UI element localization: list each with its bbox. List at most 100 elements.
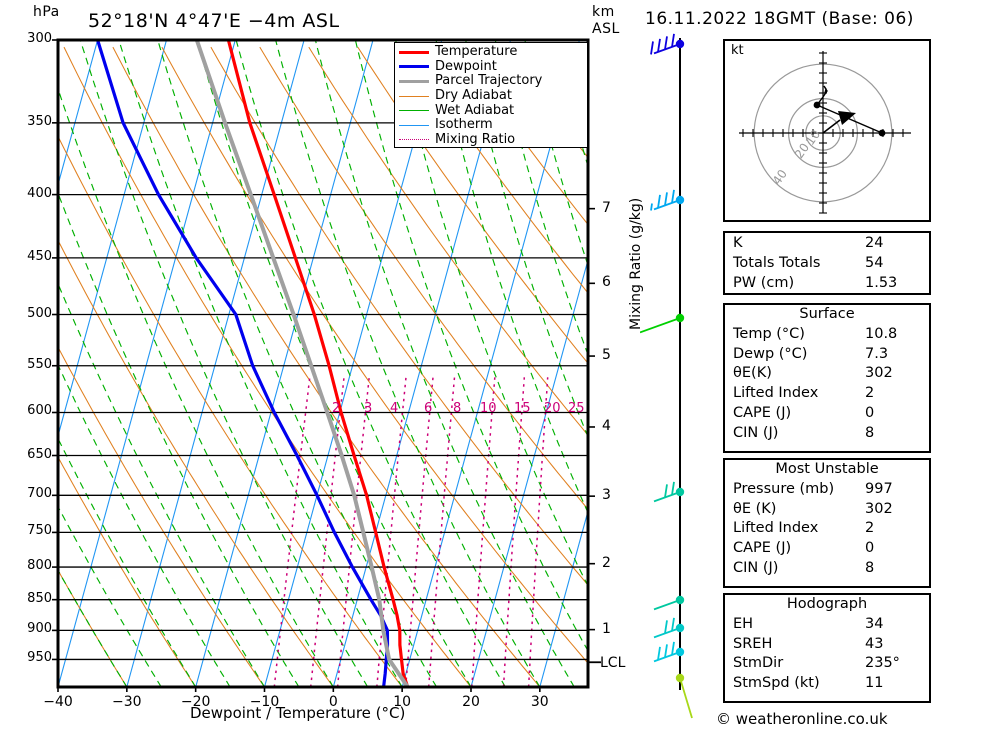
legend-label: Isotherm [435, 117, 493, 133]
hodograph-stat-row: EH 34 [725, 615, 929, 635]
hodograph-stats-title: Hodograph [786, 596, 868, 612]
surface-row: Temp (°C) 10.8 [725, 325, 929, 345]
legend-label: Wet Adiabat [435, 102, 515, 118]
pressure-tick: 550 [27, 356, 52, 372]
hodograph-stat-value: 34 [865, 615, 884, 632]
surface-value: 10.8 [865, 325, 898, 342]
index-value: 24 [865, 235, 884, 251]
pressure-tick: 400 [27, 185, 52, 201]
index-row: K 24 [725, 234, 929, 254]
legend-swatch [399, 50, 429, 54]
index-row: PW (cm) 1.53 [725, 274, 929, 294]
temperature-tick: −40 [43, 694, 73, 710]
hodograph-stat-key: SREH [733, 635, 773, 652]
hodograph-stat-row: StmSpd (kt) 11 [725, 674, 929, 694]
legend-swatch [399, 124, 429, 126]
svg-text:40: 40 [770, 167, 790, 188]
surface-panel-title: Surface [799, 306, 855, 322]
surface-key: CAPE (J) [733, 404, 792, 421]
temperature-tick: 0 [328, 694, 338, 710]
legend-swatch [399, 65, 429, 69]
legend-item-wet-adiabat: Wet Adiabat [395, 103, 587, 118]
hodograph-stat-key: EH [733, 615, 754, 632]
left-axis-unit: hPa [33, 4, 60, 20]
surface-row: Lifted Index 2 [725, 384, 929, 404]
most-unstable-row: CAPE (J) 0 [725, 539, 929, 559]
legend-item-mixing-ratio: Mixing Ratio [395, 131, 587, 148]
copyright-label: © weatheronline.co.uk [716, 710, 888, 728]
most-unstable-panel-title: Most Unstable [775, 461, 879, 477]
pressure-tick: 900 [27, 621, 52, 637]
datetime-label: 16.11.2022 18GMT (Base: 06) [645, 9, 914, 29]
altitude-tick: 1 [602, 620, 611, 637]
mixing-ratio-label: 3 [364, 401, 373, 416]
most-unstable-row: Pressure (mb) 997 [725, 480, 929, 500]
pressure-tick: 300 [27, 31, 52, 46]
pressure-tick: 750 [27, 523, 52, 539]
legend-item-isotherm: Isotherm [395, 118, 587, 133]
temperature-tick: −20 [180, 694, 211, 710]
most-unstable-value: 302 [865, 500, 893, 517]
legend-label: Mixing Ratio [435, 131, 516, 147]
mixing-ratio-label: 20 [544, 401, 561, 416]
surface-key: θE(K) [733, 365, 772, 382]
legend-item-parcel-trajectory: Parcel Trajectory [395, 74, 587, 89]
mixing-ratio-label: 15 [514, 401, 531, 416]
hodograph-stat-key: StmDir [733, 655, 784, 672]
legend-label: Dry Adiabat [435, 88, 512, 104]
x-axis-label: Dewpoint / Temperature (°C) [190, 704, 406, 722]
altitude-tick: 2 [602, 554, 611, 571]
indices-panel: K 24 Totals Totals 54 PW (cm) 1.53 [723, 231, 931, 295]
legend-label: Parcel Trajectory [435, 73, 543, 89]
hodograph-stat-key: StmSpd (kt) [733, 675, 820, 692]
legend-item-temperature: Temperature [395, 45, 587, 60]
most-unstable-value: 997 [865, 480, 893, 497]
most-unstable-value: 0 [865, 540, 875, 557]
most-unstable-key: Lifted Index [733, 520, 819, 537]
altitude-tick: 4 [602, 417, 611, 434]
surface-key: CIN (J) [733, 424, 779, 441]
surface-row: Dewp (°C) 7.3 [725, 345, 929, 365]
pressure-tick: 600 [27, 403, 52, 419]
most-unstable-key: CAPE (J) [733, 540, 792, 557]
surface-value: 2 [865, 385, 875, 402]
mixing-ratio-label: 10 [480, 401, 497, 416]
temperature-tick: 10 [393, 694, 412, 710]
legend-swatch [399, 139, 429, 141]
pressure-tick: 950 [27, 650, 52, 666]
mixing-ratio-label: 2 [332, 401, 341, 416]
hodograph-stat-row: StmDir 235° [725, 654, 929, 674]
legend-swatch [399, 110, 429, 112]
index-value: 54 [865, 254, 884, 271]
hodograph-stat-row: SREH 43 [725, 635, 929, 655]
hodograph-unit-label: kt [731, 43, 744, 58]
mixing-ratio-label: 4 [390, 401, 399, 416]
legend-label: Dewpoint [435, 58, 497, 74]
most-unstable-value: 2 [865, 520, 875, 537]
surface-panel: Surface Temp (°C) 10.8 Dewp (°C) 7.3 θE(K) 30… [723, 303, 931, 453]
pressure-tick: 350 [27, 113, 52, 129]
altitude-tick: 6 [602, 274, 611, 291]
page-title: 52°18'N 4°47'E −4m ASL [88, 10, 340, 32]
most-unstable-row: Lifted Index 2 [725, 519, 929, 539]
index-row: Totals Totals 54 [725, 254, 929, 274]
most-unstable-key: Pressure (mb) [733, 480, 835, 497]
index-key: K [733, 235, 743, 251]
altitude-tick: 5 [602, 347, 611, 364]
mixing-ratio-label: 6 [424, 401, 433, 416]
temperature-tick: −30 [112, 694, 142, 710]
surface-key: Dewp (°C) [733, 345, 808, 362]
surface-key: Lifted Index [733, 385, 819, 402]
surface-row: CIN (J) 8 [725, 424, 929, 444]
right-axis-unit-km: km [592, 4, 615, 20]
most-unstable-value: 8 [865, 559, 875, 576]
hodograph-panel: kt 10 20 40 [723, 39, 931, 222]
temperature-tick: 30 [530, 694, 549, 710]
index-key: Totals Totals [733, 254, 821, 271]
pressure-tick: 500 [27, 305, 52, 321]
surface-value: 302 [865, 365, 893, 382]
legend-swatch [399, 95, 429, 97]
legend-item-dewpoint: Dewpoint [395, 58, 587, 75]
hodograph-stats-panel: Hodograph EH 34 SREH 43 StmDir 235° StmSpd (kt… [723, 593, 931, 703]
